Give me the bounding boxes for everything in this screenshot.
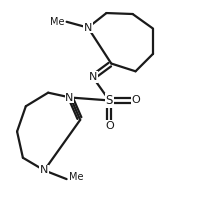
Text: Me: Me [68,172,83,182]
Text: O: O [104,121,113,131]
Text: N: N [88,72,97,82]
Text: N: N [40,165,48,175]
Text: Me: Me [50,17,64,27]
Text: N: N [83,23,92,33]
Text: N: N [65,93,73,102]
Text: S: S [105,94,112,107]
Text: O: O [131,95,139,105]
